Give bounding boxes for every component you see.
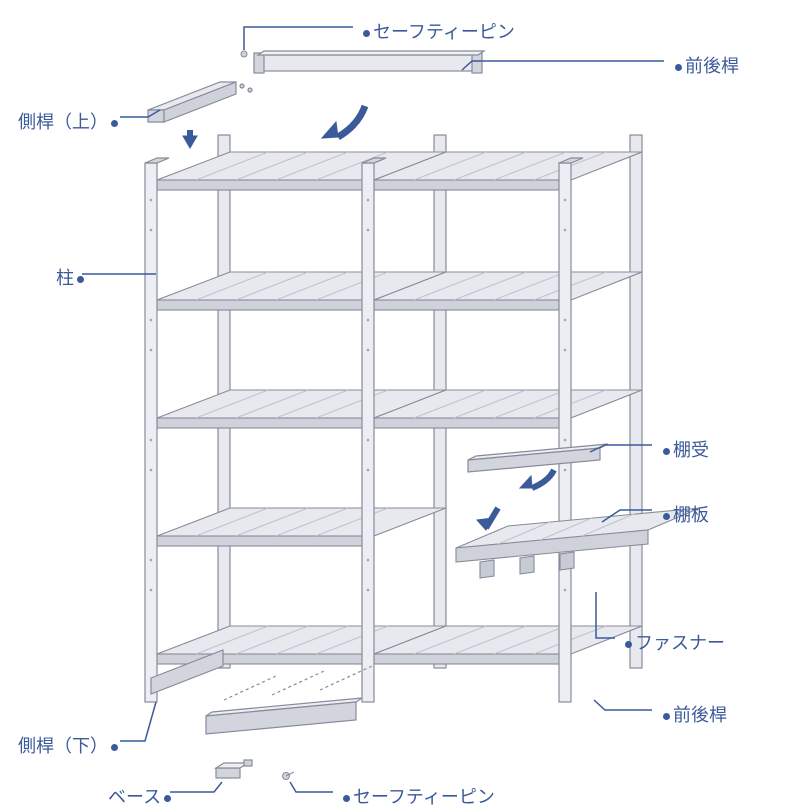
bullet-icon: [625, 641, 632, 648]
front-posts: [145, 158, 583, 702]
label-pillar: 柱: [56, 264, 87, 290]
shelf-L4: [157, 508, 446, 546]
exploded-base-foot: [216, 760, 252, 778]
label-text: 柱: [56, 268, 74, 288]
bullet-icon: [111, 120, 118, 127]
label-safety-pin-top: セーフティーピン: [360, 18, 515, 44]
label-text: 前後桿: [685, 56, 739, 76]
bullet-icon: [663, 713, 670, 720]
bullet-icon: [77, 276, 84, 283]
exploded-front-rear-bar-bottom: [206, 666, 372, 734]
label-side-bar-lower: 側桿（下）: [18, 732, 121, 758]
label-side-bar-upper: 側桿（上）: [18, 108, 121, 134]
label-text: セーフティーピン: [353, 787, 495, 807]
label-text: ベース: [108, 787, 161, 807]
label-base: ベース: [108, 783, 174, 809]
exploded-safety-pin-top: [241, 51, 247, 57]
bullet-icon: [111, 744, 118, 751]
exploded-safety-pin-bottom: [283, 772, 295, 780]
bullet-icon: [663, 513, 670, 520]
label-safety-pin-bottom: セーフティーピン: [340, 783, 495, 809]
label-shelf-board: 棚板: [660, 501, 709, 527]
bullet-icon: [675, 64, 682, 71]
label-shelf-support: 棚受: [660, 436, 709, 462]
exploded-front-rear-bar-top: [254, 51, 484, 73]
bullet-icon: [363, 30, 370, 37]
label-text: 側桿（下）: [18, 736, 108, 756]
bullet-icon: [343, 795, 350, 802]
bullet-icon: [164, 795, 171, 802]
label-text: ファスナー: [635, 633, 725, 653]
label-fastener: ファスナー: [622, 629, 725, 655]
label-text: 前後桿: [673, 705, 727, 725]
label-text: 棚板: [673, 505, 709, 525]
label-text: 棚受: [673, 440, 709, 460]
label-text: 側桿（上）: [18, 112, 108, 132]
label-text: セーフティーピン: [373, 22, 515, 42]
exploded-side-bar-upper: [148, 82, 252, 122]
label-front-rear-bar-top: 前後桿: [672, 52, 739, 78]
label-front-rear-bar-bottom: 前後桿: [660, 701, 727, 727]
bullet-icon: [663, 448, 670, 455]
exploded-shelf-support: [468, 444, 608, 472]
